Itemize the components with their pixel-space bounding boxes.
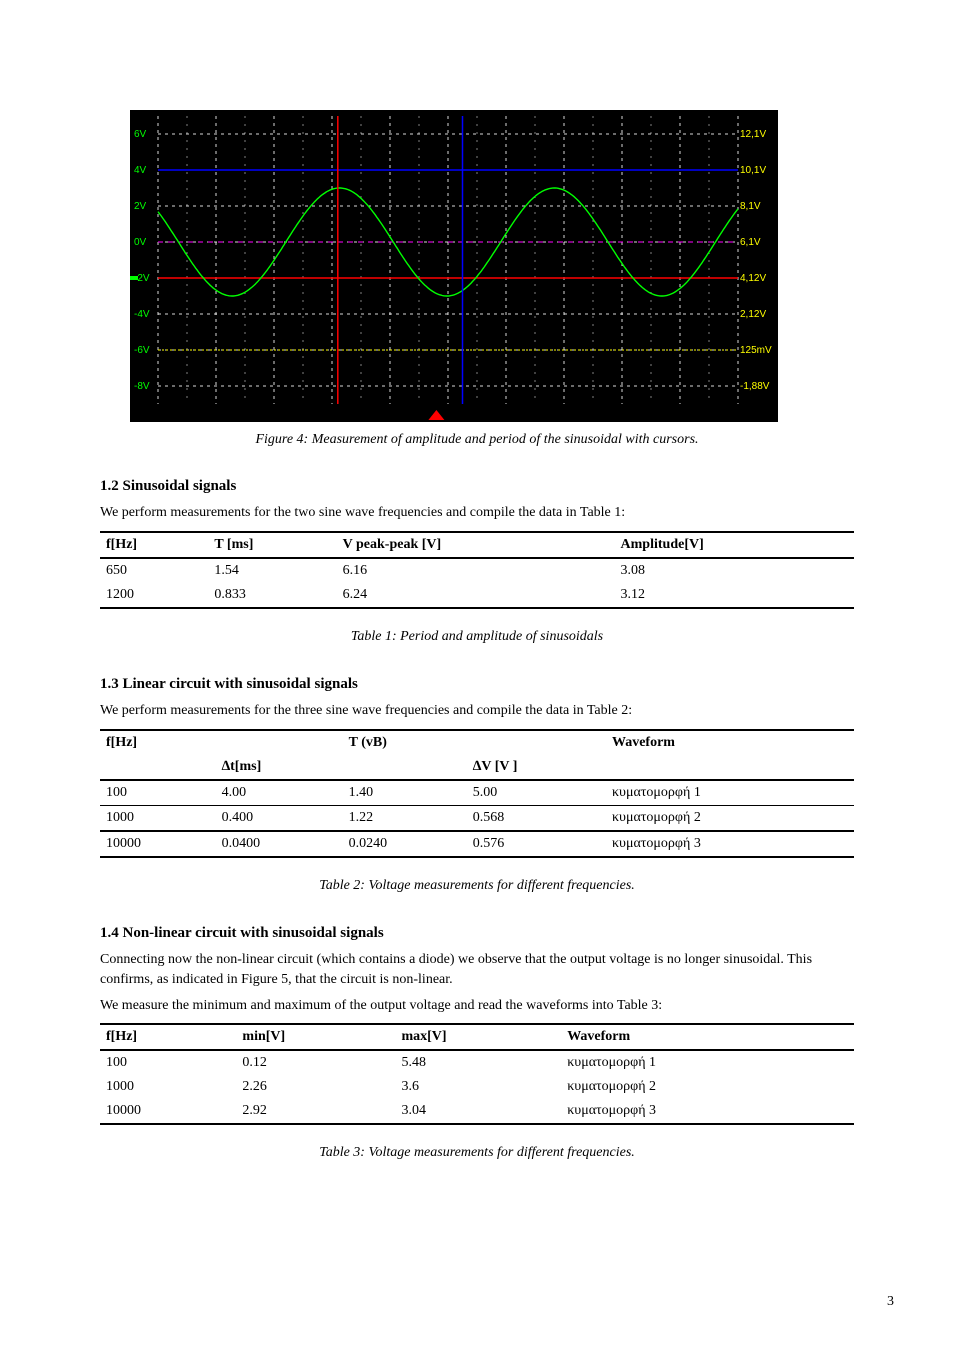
svg-text:12,1V: 12,1V — [740, 129, 766, 140]
svg-text:4V: 4V — [134, 165, 147, 176]
svg-text:2,12V: 2,12V — [740, 309, 766, 320]
svg-text:6,1V: 6,1V — [740, 237, 761, 248]
table-row: 650 1.54 6.16 3.08 — [100, 558, 854, 583]
svg-text:-1,88V: -1,88V — [740, 381, 770, 392]
lead-1-4a: Connecting now the non-linear circuit (w… — [100, 950, 854, 989]
th: V peak-peak [V] — [337, 532, 615, 558]
svg-text:4,12V: 4,12V — [740, 273, 766, 284]
page-number: 3 — [887, 1294, 894, 1310]
svg-text:-2V: -2V — [134, 273, 150, 284]
lead-1-4b: We measure the minimum and maximum of th… — [100, 996, 854, 1016]
heading-1-4: 1.4 Non-linear circuit with sinusoidal s… — [100, 925, 854, 942]
table-1-caption: Table 1: Period and amplitude of sinusoi… — [100, 627, 854, 647]
svg-text:2V: 2V — [134, 201, 147, 212]
table-row: 10000 2.92 3.04 κυματομορφή 3 — [100, 1099, 854, 1124]
svg-text:-4V: -4V — [134, 309, 150, 320]
oscilloscope-display: 6V 4V 2V 0V -2V -4V -6V -8V 12,1V 10,1V 8,1V 6,1V 4,… — [130, 110, 778, 422]
figure-caption: Figure 4: Measurement of amplitude and p… — [130, 432, 824, 448]
table-3-caption: Table 3: Voltage measurements for differ… — [100, 1143, 854, 1163]
table-3: f[Hz] min[V] max[V] Waveform 100 0.12 5.… — [100, 1023, 854, 1125]
heading-1-2: 1.2 Sinusoidal signals — [100, 478, 854, 495]
oscilloscope-figure: 6V 4V 2V 0V -2V -4V -6V -8V 12,1V 10,1V 8,1V 6,1V 4,… — [130, 110, 824, 448]
page-root: 6V 4V 2V 0V -2V -4V -6V -8V 12,1V 10,1V 8,1V 6,1V 4,… — [0, 0, 954, 1249]
lead-1-3: We perform measurements for the three si… — [100, 701, 854, 721]
section-1-2: 1.2 Sinusoidal signals We perform measur… — [100, 478, 854, 646]
table-row: 1000 2.26 3.6 κυματομορφή 2 — [100, 1075, 854, 1099]
svg-text:10,1V: 10,1V — [740, 165, 766, 176]
th: T [ms] — [208, 532, 336, 558]
table-row: 1200 0.833 6.24 3.12 — [100, 583, 854, 608]
table-row: 100 0.12 5.48 κυματομορφή 1 — [100, 1050, 854, 1075]
svg-text:6V: 6V — [134, 129, 147, 140]
svg-text:125mV: 125mV — [740, 345, 772, 356]
svg-text:0V: 0V — [134, 237, 147, 248]
table-row: 10000 0.0400 0.0240 0.576 κυματομορφή 3 — [100, 831, 854, 857]
svg-text:8,1V: 8,1V — [740, 201, 761, 212]
section-1-3: 1.3 Linear circuit with sinusoidal signa… — [100, 676, 854, 895]
table-2-caption: Table 2: Voltage measurements for differ… — [100, 876, 854, 896]
table-row: 1000 0.400 1.22 0.568 κυματομορφή 2 — [100, 805, 854, 831]
svg-text:-8V: -8V — [134, 381, 150, 392]
th: Amplitude[V] — [615, 532, 854, 558]
th: f[Hz] — [100, 532, 208, 558]
lead-1-2: We perform measurements for the two sine… — [100, 503, 854, 523]
heading-1-3: 1.3 Linear circuit with sinusoidal signa… — [100, 676, 854, 693]
table-1: f[Hz] T [ms] V peak-peak [V] Amplitude[V… — [100, 531, 854, 609]
section-1-4: 1.4 Non-linear circuit with sinusoidal s… — [100, 925, 854, 1162]
table-row: 100 4.00 1.40 5.00 κυματομορφή 1 — [100, 780, 854, 806]
svg-text:-6V: -6V — [134, 345, 150, 356]
table-2: f[Hz] T (vB) Waveform ∆t[ms] ∆V [V ] 100 — [100, 729, 854, 858]
